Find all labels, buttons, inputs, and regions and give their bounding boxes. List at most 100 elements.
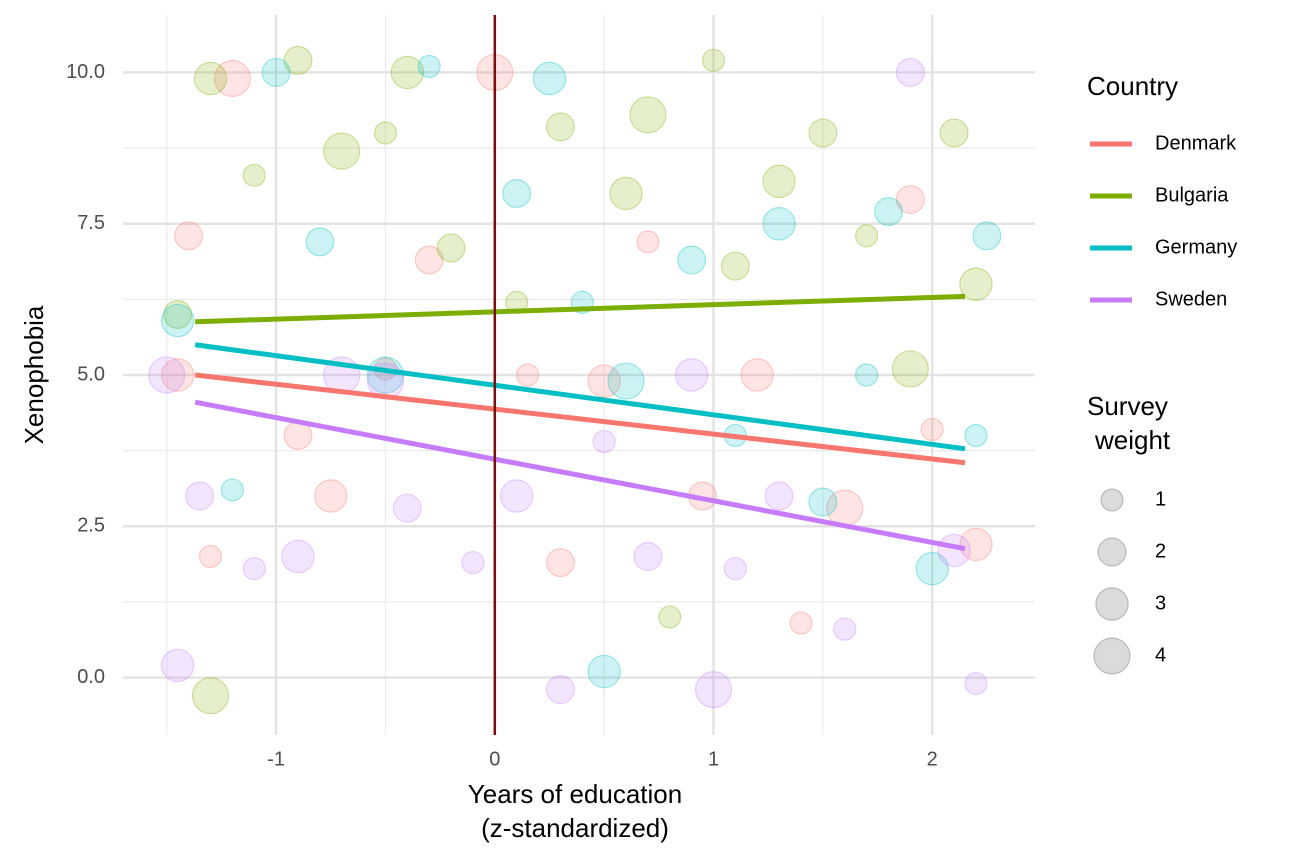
point bbox=[607, 362, 645, 400]
point bbox=[937, 533, 971, 568]
point bbox=[895, 185, 925, 215]
fit-line bbox=[194, 342, 966, 452]
point bbox=[740, 358, 774, 392]
x-axis-label: Years of education bbox=[468, 779, 682, 809]
point bbox=[959, 527, 993, 562]
fit-line bbox=[195, 293, 966, 325]
point bbox=[213, 59, 251, 98]
fit-line bbox=[194, 372, 966, 466]
point bbox=[314, 479, 348, 513]
size-legend-label: 1 bbox=[1155, 488, 1166, 510]
fit-line bbox=[194, 399, 966, 552]
point bbox=[972, 221, 1002, 251]
point bbox=[174, 221, 204, 251]
point bbox=[545, 675, 575, 705]
point bbox=[587, 654, 621, 689]
x-tick-label: -1 bbox=[267, 748, 285, 770]
point bbox=[723, 557, 747, 581]
point bbox=[677, 245, 707, 275]
point bbox=[163, 299, 193, 329]
point bbox=[764, 481, 794, 511]
legend-label: Sweden bbox=[1155, 288, 1227, 310]
point bbox=[417, 54, 441, 79]
point bbox=[392, 493, 422, 523]
point bbox=[915, 551, 949, 586]
legend-title: Country bbox=[1087, 71, 1178, 101]
size-legend-title: weight bbox=[1094, 425, 1171, 455]
size-legend-key bbox=[1100, 488, 1124, 512]
point bbox=[964, 671, 988, 696]
point bbox=[658, 605, 682, 629]
y-tick-label: 10.0 bbox=[66, 61, 105, 83]
point bbox=[193, 61, 228, 96]
point bbox=[283, 45, 313, 75]
point bbox=[502, 178, 532, 208]
point bbox=[323, 132, 361, 170]
point bbox=[636, 230, 660, 254]
legend-label: Denmark bbox=[1155, 132, 1237, 154]
size-legend-label: 3 bbox=[1155, 592, 1166, 614]
point bbox=[261, 57, 291, 87]
point bbox=[762, 207, 796, 241]
size-legend-title: Survey bbox=[1087, 391, 1168, 421]
point bbox=[674, 358, 709, 392]
point bbox=[461, 550, 485, 575]
x-tick-label: 2 bbox=[927, 748, 938, 770]
point bbox=[895, 57, 925, 87]
size-legend-key bbox=[1093, 637, 1131, 675]
y-tick-label: 7.5 bbox=[77, 212, 105, 234]
point bbox=[185, 481, 215, 511]
point bbox=[701, 48, 726, 72]
point bbox=[281, 539, 315, 574]
point bbox=[592, 429, 616, 454]
point bbox=[545, 548, 575, 578]
point bbox=[720, 251, 750, 281]
legend-label: Germany bbox=[1155, 236, 1237, 258]
legend-label: Bulgaria bbox=[1155, 184, 1229, 206]
point bbox=[160, 358, 195, 392]
point bbox=[305, 227, 335, 257]
point bbox=[436, 233, 466, 263]
x-tick-label: 0 bbox=[489, 748, 500, 770]
point bbox=[854, 363, 879, 387]
point bbox=[762, 164, 796, 199]
point bbox=[959, 267, 993, 301]
point bbox=[854, 224, 879, 248]
point bbox=[891, 350, 929, 388]
point bbox=[499, 479, 534, 513]
x-axis-label: (z-standardized) bbox=[481, 813, 669, 843]
point bbox=[939, 118, 969, 148]
x-tick-label: 1 bbox=[708, 748, 719, 770]
point bbox=[390, 55, 425, 90]
size-legend-label: 4 bbox=[1155, 644, 1166, 666]
fit-lines bbox=[194, 293, 966, 552]
point bbox=[808, 118, 838, 148]
point bbox=[373, 121, 398, 145]
point bbox=[833, 617, 857, 641]
point bbox=[414, 245, 444, 275]
point bbox=[160, 303, 195, 338]
y-tick-label: 2.5 bbox=[77, 515, 105, 537]
point bbox=[191, 677, 230, 715]
size-legend-key bbox=[1095, 587, 1129, 621]
size-legend-label: 2 bbox=[1155, 540, 1166, 562]
point bbox=[920, 417, 944, 442]
point bbox=[148, 356, 186, 394]
point bbox=[160, 648, 195, 683]
point bbox=[873, 197, 903, 227]
point bbox=[516, 363, 540, 387]
grid bbox=[123, 15, 1035, 735]
size-legend-key bbox=[1097, 537, 1127, 567]
point bbox=[808, 487, 838, 517]
y-axis-label: Xenophobia bbox=[19, 305, 49, 444]
point bbox=[242, 557, 266, 581]
point bbox=[545, 112, 575, 142]
point bbox=[694, 671, 733, 709]
point bbox=[633, 542, 663, 572]
point bbox=[242, 163, 266, 187]
y-tick-label: 5.0 bbox=[77, 363, 105, 385]
point bbox=[789, 611, 813, 635]
point bbox=[198, 544, 223, 569]
point bbox=[964, 423, 988, 448]
